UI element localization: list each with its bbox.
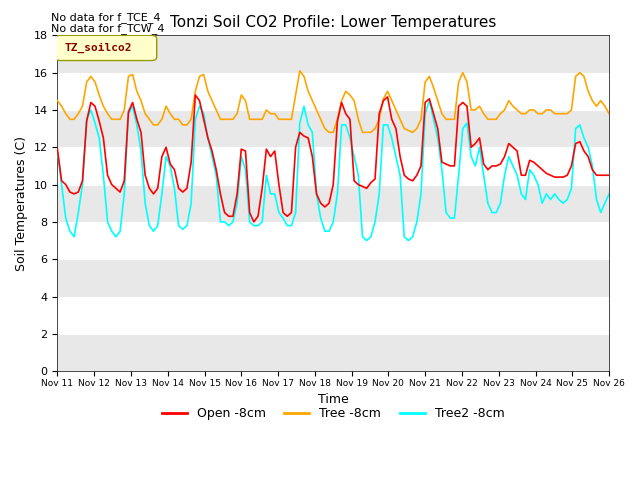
Bar: [58, 334, 609, 371]
Bar: [58, 259, 609, 297]
FancyBboxPatch shape: [54, 36, 157, 60]
Bar: [58, 36, 609, 72]
Text: No data for f_TCW_4: No data for f_TCW_4: [51, 23, 164, 34]
X-axis label: Time: Time: [318, 393, 349, 406]
Text: No data for f_TCE_4: No data for f_TCE_4: [51, 12, 161, 23]
Legend: Open -8cm, Tree -8cm, Tree2 -8cm: Open -8cm, Tree -8cm, Tree2 -8cm: [157, 402, 510, 425]
Y-axis label: Soil Temperatures (C): Soil Temperatures (C): [15, 136, 28, 271]
Text: TZ_soilco2: TZ_soilco2: [64, 43, 132, 53]
Bar: [58, 185, 609, 222]
Title: Tonzi Soil CO2 Profile: Lower Temperatures: Tonzi Soil CO2 Profile: Lower Temperatur…: [170, 15, 497, 30]
Bar: [58, 110, 609, 147]
